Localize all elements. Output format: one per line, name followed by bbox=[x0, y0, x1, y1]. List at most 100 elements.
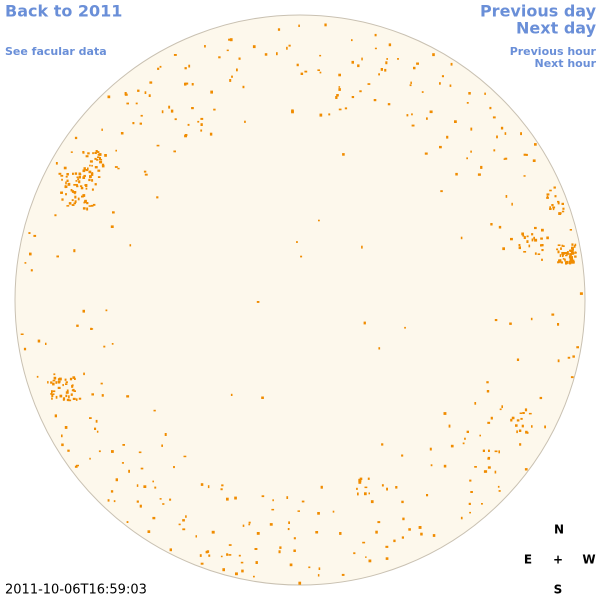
facula bbox=[53, 373, 56, 376]
facula bbox=[288, 521, 290, 524]
facula bbox=[288, 44, 291, 47]
facula bbox=[61, 198, 64, 201]
facula bbox=[516, 358, 520, 361]
facula bbox=[94, 183, 97, 186]
facula bbox=[579, 292, 583, 295]
facula bbox=[113, 500, 116, 503]
facula bbox=[509, 322, 512, 325]
facula bbox=[516, 419, 520, 422]
facula bbox=[460, 516, 463, 520]
facula bbox=[440, 190, 443, 193]
facula bbox=[157, 67, 160, 70]
previous-hour-link[interactable]: Previous hour bbox=[510, 45, 597, 58]
facula bbox=[532, 159, 536, 162]
facula bbox=[191, 83, 194, 86]
facula bbox=[110, 225, 114, 228]
facula bbox=[332, 510, 335, 513]
facula bbox=[549, 189, 552, 192]
facula bbox=[468, 92, 471, 95]
facula bbox=[539, 396, 543, 400]
facula bbox=[574, 251, 577, 254]
back-link[interactable]: Back to 2011 bbox=[5, 2, 122, 21]
facula bbox=[261, 396, 264, 399]
facula bbox=[99, 160, 103, 164]
previous-day-link[interactable]: Previous day bbox=[480, 2, 597, 21]
facula bbox=[393, 539, 396, 543]
next-day-link[interactable]: Next day bbox=[516, 19, 597, 38]
facula bbox=[62, 384, 64, 387]
facula bbox=[57, 386, 61, 389]
facula bbox=[89, 164, 91, 167]
facula bbox=[386, 487, 388, 491]
facula bbox=[200, 117, 204, 120]
facula bbox=[52, 382, 55, 386]
facula bbox=[500, 126, 504, 130]
facula bbox=[469, 479, 472, 482]
facula bbox=[380, 68, 383, 71]
facula bbox=[220, 488, 223, 491]
facula bbox=[462, 442, 465, 445]
facula bbox=[520, 417, 523, 420]
facula bbox=[541, 228, 544, 232]
facula bbox=[65, 383, 68, 385]
facula bbox=[357, 64, 360, 68]
facula bbox=[234, 496, 237, 500]
facula bbox=[73, 202, 76, 205]
facular-data-link[interactable]: See facular data bbox=[5, 45, 107, 58]
facula bbox=[66, 389, 69, 392]
facula bbox=[220, 555, 223, 558]
facula bbox=[570, 261, 573, 264]
facula bbox=[71, 199, 74, 202]
facula bbox=[564, 258, 566, 262]
facula bbox=[501, 405, 503, 409]
facula bbox=[20, 333, 24, 335]
facula bbox=[95, 150, 98, 153]
facula bbox=[298, 24, 300, 27]
facula bbox=[441, 75, 444, 78]
facula bbox=[65, 391, 69, 394]
facula bbox=[351, 39, 353, 42]
facula bbox=[526, 431, 529, 434]
facula bbox=[61, 443, 64, 447]
facula bbox=[526, 235, 529, 238]
facula bbox=[293, 549, 296, 552]
facula bbox=[78, 180, 81, 184]
facula bbox=[242, 85, 245, 89]
facula bbox=[363, 321, 366, 325]
facula bbox=[497, 485, 500, 488]
facula bbox=[439, 82, 441, 85]
facula bbox=[182, 519, 185, 522]
facula bbox=[561, 210, 565, 213]
facula bbox=[65, 394, 68, 398]
facula bbox=[55, 162, 58, 165]
facula bbox=[361, 57, 363, 61]
facula bbox=[364, 486, 368, 489]
facula bbox=[522, 235, 525, 237]
facula bbox=[420, 532, 423, 536]
facula bbox=[54, 214, 57, 217]
facula bbox=[318, 219, 320, 222]
facula bbox=[101, 164, 105, 168]
next-hour-link[interactable]: Next hour bbox=[535, 57, 597, 70]
facula bbox=[286, 46, 288, 50]
facula bbox=[287, 528, 290, 531]
facula bbox=[140, 114, 143, 117]
facula bbox=[183, 455, 187, 458]
facula bbox=[541, 258, 543, 261]
facula bbox=[200, 562, 204, 565]
facula bbox=[551, 313, 555, 316]
facula bbox=[300, 72, 304, 75]
facula bbox=[572, 248, 574, 251]
facula bbox=[182, 528, 186, 531]
facula bbox=[88, 170, 92, 174]
facula bbox=[272, 499, 274, 502]
facula bbox=[449, 84, 452, 87]
facula bbox=[139, 504, 142, 508]
facula bbox=[432, 53, 435, 57]
facula bbox=[199, 554, 202, 557]
facula bbox=[386, 58, 388, 60]
compass-west: W bbox=[582, 553, 595, 567]
facula bbox=[136, 484, 139, 487]
solar-disk bbox=[14, 14, 586, 586]
